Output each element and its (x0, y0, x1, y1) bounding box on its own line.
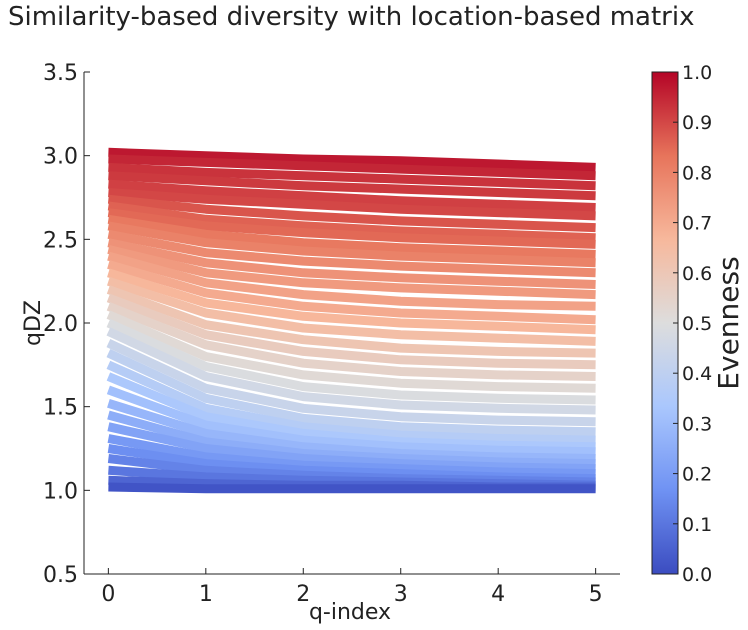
x-tick-label-4: 4 (491, 582, 505, 607)
y-tick-label-6: 3.5 (43, 61, 78, 86)
x-tick-label-3: 3 (394, 582, 408, 607)
colorbar-tick-label-8: 0.8 (682, 162, 712, 184)
ticks-layer: 0 1 2 3 4 5 0.5 1.0 1.5 2.0 2.5 3.0 3.5 (43, 61, 603, 607)
y-tick-label-4: 2.5 (43, 228, 78, 253)
colorbar-title: Evenness (712, 256, 745, 389)
series-line-19 (106, 293, 596, 370)
series-line-32 (107, 434, 596, 479)
y-tick-label-1: 1.0 (43, 479, 78, 504)
series-line-8 (107, 208, 596, 249)
colorbar-tick-label-3: 0.3 (682, 413, 712, 435)
x-tick-label-0: 0 (101, 582, 115, 607)
y-axis-title: qDZ (21, 300, 46, 346)
colorbar-tick-label-7: 0.7 (682, 213, 712, 235)
series-line-26 (106, 360, 596, 445)
series-line-37 (108, 482, 596, 494)
colorbar-tick-label-2: 0.2 (682, 464, 712, 486)
series-line-30 (107, 410, 596, 469)
x-tick-label-5: 5 (589, 582, 603, 607)
series-line-4 (108, 179, 596, 212)
series-line-28 (106, 385, 596, 457)
series-line-12 (107, 238, 596, 289)
x-axis-title: q-index (309, 600, 391, 625)
series-line-25 (106, 349, 596, 437)
colorbar-tick-label-10: 1.0 (682, 62, 712, 84)
series-line-11 (107, 229, 596, 278)
series-line-10 (107, 221, 596, 268)
colorbar-tick-label-4: 0.4 (682, 363, 712, 385)
y-tick-label-5: 3.0 (43, 145, 78, 170)
series-line-20 (106, 302, 596, 381)
series-layer (106, 147, 596, 494)
series-line-21 (106, 310, 596, 393)
colorbar-ticks: 0.0 0.1 0.2 0.3 0.4 0.5 0.6 0.7 0.8 0.9 1.0 (673, 62, 712, 586)
colorbar: 0.0 0.1 0.2 0.3 0.4 0.5 0.6 0.7 0.8 0.9 1.0 Evenne… (651, 62, 745, 586)
x-tick-label-1: 1 (199, 582, 213, 607)
series-line-2 (108, 162, 596, 191)
series-line-15 (107, 260, 596, 325)
y-tick-label-3: 2.0 (43, 312, 78, 337)
series-line-1 (108, 154, 596, 181)
series-line-13 (107, 245, 596, 300)
colorbar-tick-label-0: 0.0 (682, 564, 712, 586)
colorbar-tick-label-9: 0.9 (682, 112, 712, 134)
series-line-23 (106, 327, 596, 415)
series-line-31 (107, 422, 596, 474)
series-line-0 (108, 147, 596, 172)
series-line-22 (106, 318, 596, 405)
series-line-6 (107, 194, 596, 233)
colorbar-tick-label-5: 0.5 (682, 313, 712, 335)
series-line-14 (107, 251, 596, 311)
colorbar-tick-label-6: 0.6 (682, 263, 712, 285)
series-line-5 (108, 188, 596, 221)
colorbar-tick-label-1: 0.1 (682, 514, 712, 536)
series-line-9 (107, 214, 596, 259)
series-line-7 (107, 201, 596, 243)
y-tick-label-0: 0.5 (43, 563, 78, 588)
series-line-27 (106, 372, 596, 452)
series-line-16 (107, 268, 596, 335)
series-line-3 (108, 171, 596, 201)
series-line-24 (106, 339, 596, 427)
series-line-18 (106, 285, 596, 358)
chart-title: Similarity-based diversity with location… (8, 2, 695, 32)
y-tick-label-2: 1.5 (43, 396, 78, 421)
series-line-29 (107, 399, 596, 463)
series-line-17 (107, 276, 596, 346)
x-tick-label-2: 2 (296, 582, 310, 607)
